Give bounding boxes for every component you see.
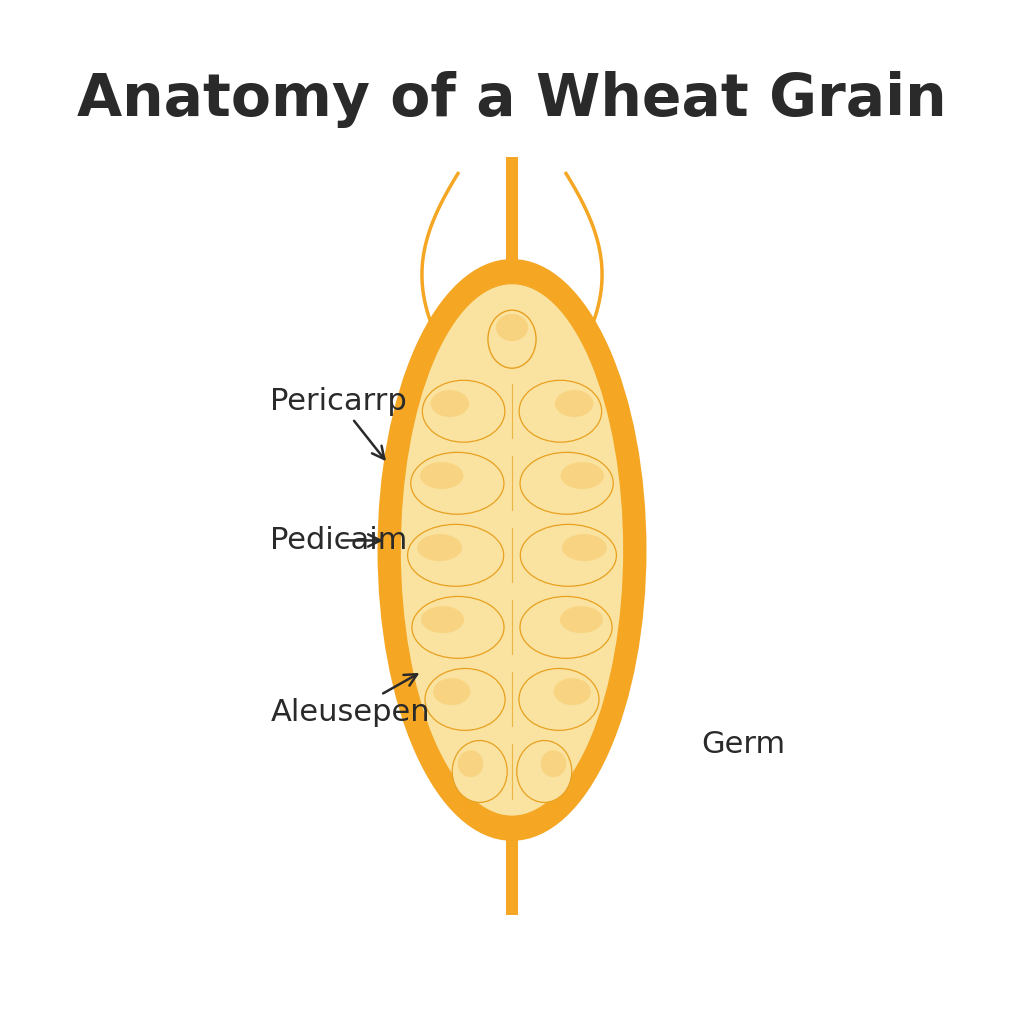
Text: Aleusepen: Aleusepen	[270, 674, 430, 726]
Ellipse shape	[433, 678, 470, 706]
Ellipse shape	[488, 310, 536, 369]
FancyBboxPatch shape	[506, 157, 518, 289]
FancyBboxPatch shape	[506, 811, 518, 914]
Ellipse shape	[520, 524, 616, 587]
Ellipse shape	[560, 462, 604, 489]
Ellipse shape	[400, 284, 624, 816]
Ellipse shape	[408, 524, 504, 587]
Ellipse shape	[422, 380, 505, 442]
Ellipse shape	[425, 669, 505, 730]
Ellipse shape	[519, 669, 599, 730]
Ellipse shape	[554, 678, 591, 706]
Ellipse shape	[555, 390, 593, 417]
Ellipse shape	[453, 740, 507, 803]
Text: Anatomy of a Wheat Grain: Anatomy of a Wheat Grain	[77, 72, 947, 128]
Ellipse shape	[421, 606, 464, 633]
Ellipse shape	[496, 314, 528, 341]
Ellipse shape	[458, 751, 483, 777]
Ellipse shape	[541, 751, 566, 777]
Text: Pericarrp: Pericarrp	[270, 387, 407, 459]
Ellipse shape	[520, 453, 613, 514]
Ellipse shape	[431, 390, 469, 417]
Ellipse shape	[412, 596, 504, 658]
Ellipse shape	[411, 453, 504, 514]
Text: Pedicaim: Pedicaim	[270, 526, 408, 555]
Ellipse shape	[383, 264, 641, 836]
Ellipse shape	[520, 596, 612, 658]
Ellipse shape	[519, 380, 602, 442]
Ellipse shape	[417, 535, 462, 561]
Ellipse shape	[560, 606, 603, 633]
Ellipse shape	[517, 740, 571, 803]
Text: Germ: Germ	[701, 730, 785, 759]
Ellipse shape	[562, 535, 607, 561]
Ellipse shape	[420, 462, 464, 489]
